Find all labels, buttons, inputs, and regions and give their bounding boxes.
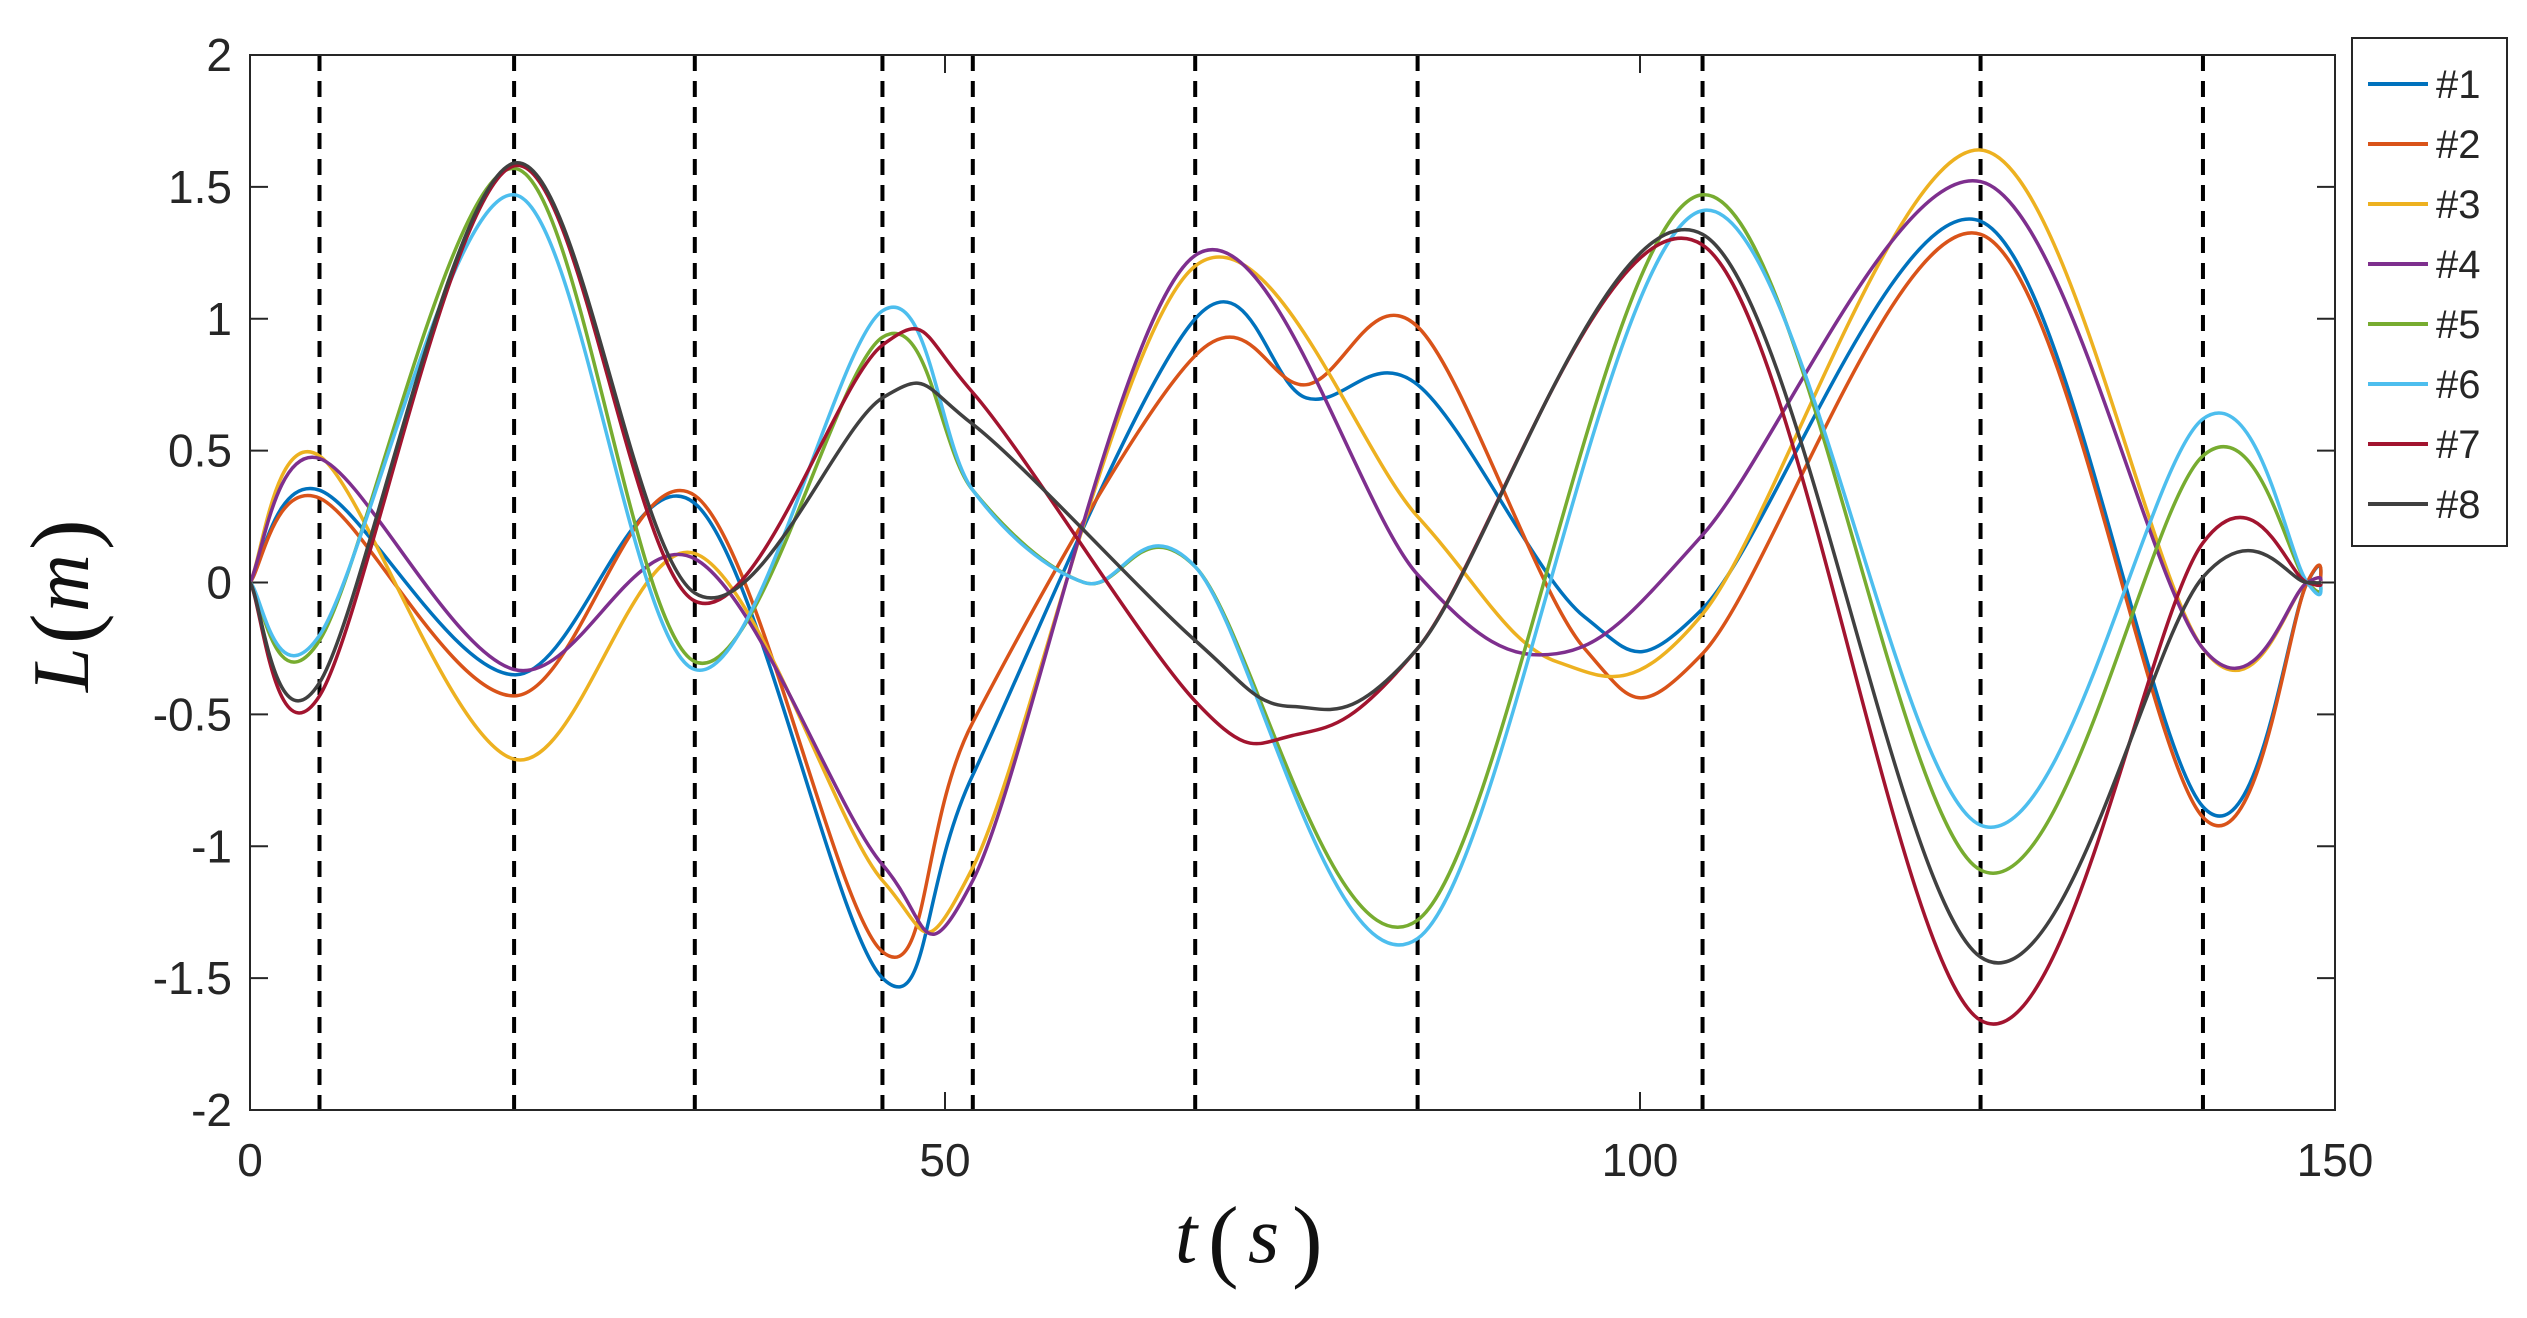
x-axis-close-paren: ) — [1292, 1188, 1323, 1290]
y-tick-label: 2 — [206, 29, 232, 81]
legend-item: #7 — [2368, 423, 2481, 467]
legend-label: #2 — [2436, 123, 2481, 167]
legend-label: #6 — [2436, 363, 2481, 407]
series-line-2 — [250, 231, 2323, 959]
legend-label: #4 — [2436, 243, 2481, 287]
series-line-7 — [250, 164, 2323, 1026]
y-tick-label: -1.5 — [153, 952, 232, 1004]
x-axis-open-paren: ( — [1208, 1188, 1239, 1290]
legend-item: #6 — [2368, 363, 2481, 407]
y-tick-label: -0.5 — [153, 688, 232, 740]
x-tick-label: 0 — [237, 1134, 263, 1186]
legend: #1 #2 #3 #4 #5 #6 #7 #8 — [2351, 37, 2508, 547]
event-markers — [317, 55, 2205, 1110]
plot-frame — [249, 54, 2336, 1111]
series-line-6 — [250, 193, 2323, 947]
tick-labels: 0 50 100 150 -2 -1.5 -1 -0.5 0 0.5 1 1.5 2 — [153, 29, 2374, 1186]
x-tick-label: 100 — [1602, 1134, 1679, 1186]
legend-box — [2351, 37, 2508, 547]
x-axis-unit: s — [1248, 1192, 1279, 1280]
series-line-4 — [250, 179, 2323, 937]
series-lines — [250, 148, 2323, 1026]
x-axis-title: t ( s ) — [1175, 1188, 1323, 1290]
legend-item: #5 — [2368, 303, 2481, 347]
legend-item: #8 — [2368, 483, 2481, 527]
legend-label: #7 — [2436, 423, 2481, 467]
x-axis-symbol: t — [1175, 1192, 1199, 1280]
legend-item: #3 — [2368, 183, 2481, 227]
legend-label: #3 — [2436, 183, 2481, 227]
y-tick-label: 1.5 — [168, 161, 232, 213]
series-line-8 — [250, 161, 2323, 965]
y-axis-symbol: L — [18, 648, 106, 694]
y-tick-label: 1 — [206, 293, 232, 345]
y-axis-close-paren: ) — [12, 519, 114, 550]
legend-item: #2 — [2368, 123, 2481, 167]
y-tick-label: -1 — [191, 820, 232, 872]
legend-item: #4 — [2368, 243, 2481, 287]
x-tick-label: 150 — [2297, 1134, 2374, 1186]
y-tick-label: -2 — [191, 1084, 232, 1136]
legend-label: #8 — [2436, 483, 2481, 527]
y-axis-open-paren: ( — [12, 613, 114, 644]
y-tick-label: 0.5 — [168, 425, 232, 477]
legend-label: #5 — [2436, 303, 2481, 347]
y-axis-title: L ( m ) — [12, 519, 114, 693]
y-axis-unit: m — [18, 554, 106, 612]
x-tick-label: 50 — [919, 1134, 970, 1186]
legend-item: #1 — [2368, 63, 2481, 107]
series-line-1 — [250, 217, 2323, 989]
y-tick-label: 0 — [206, 557, 232, 609]
legend-label: #1 — [2436, 63, 2481, 107]
